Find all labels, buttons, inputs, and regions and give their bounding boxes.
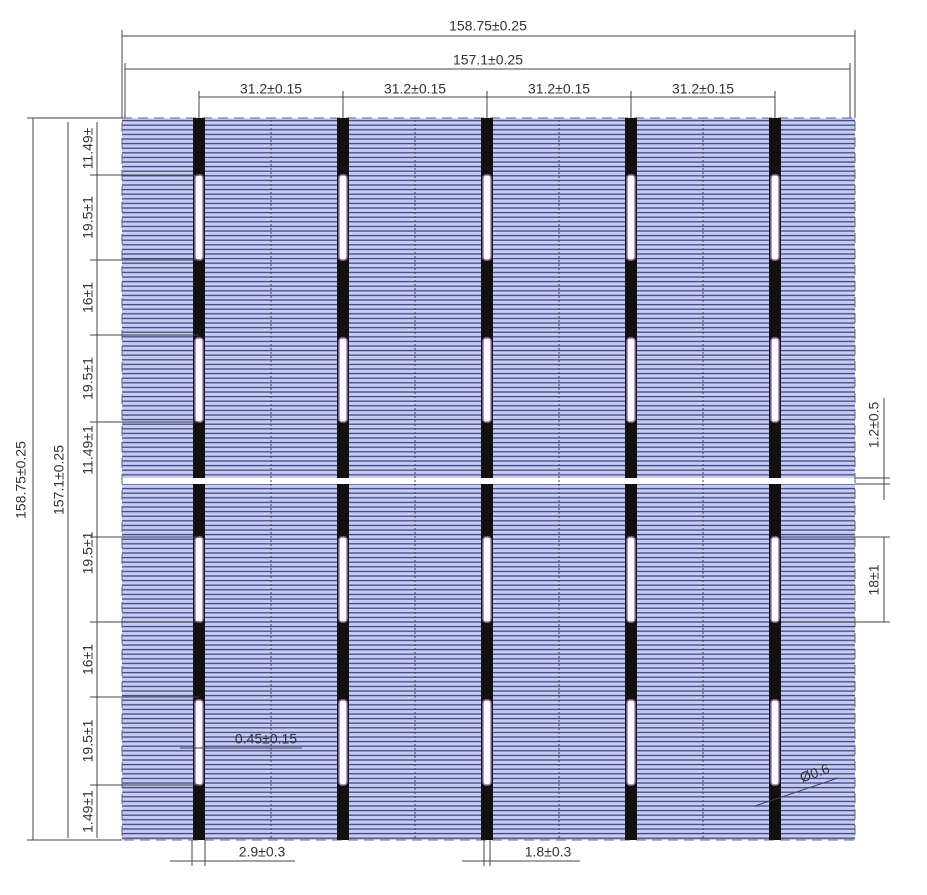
dim-label: 158.75±0.25 [449,18,527,34]
dim-label: 16±1 [80,282,96,313]
pad [770,536,780,623]
pad [338,699,348,786]
busbar [769,118,781,478]
dim-label: 16±1 [80,644,96,675]
pad [482,699,492,786]
pad [194,337,204,423]
pad [482,174,492,261]
dim-label: 31.2±0.15 [528,81,590,97]
cell-split [122,478,855,484]
busbar [625,118,637,478]
dim-label: 31.2±0.15 [240,81,302,97]
pad [482,536,492,623]
busbar [481,118,493,478]
dim-label: 11.49± [80,127,96,169]
pad [626,699,636,786]
dim-label: 1.49±1 [80,790,96,833]
dim-label: 18±1 [866,564,882,595]
pad [626,536,636,623]
pad [770,699,780,786]
dim-label: 19.5±1 [80,357,96,400]
dim-label: 31.2±0.15 [672,81,734,97]
pad [626,337,636,423]
dim-label: 11.49±1 [80,425,96,475]
dim-label: 1.2±0.5 [866,401,882,448]
pad [338,174,348,261]
dim-label: 19.5±1 [80,719,96,762]
cell-outline [121,117,856,841]
dim-label: 157.1±0.25 [453,52,523,68]
busbars [193,118,781,840]
dim-label: 1.8±0.3 [525,844,572,860]
note-label: 0.45±0.15 [235,731,297,747]
dim-label: 19.5±1 [80,531,96,574]
dim-label: 2.9±0.3 [239,844,286,860]
dim-label: 157.1±0.25 [51,445,67,515]
pad [194,536,204,623]
pad [626,174,636,261]
pad [482,337,492,423]
pad [770,174,780,261]
pad [194,174,204,261]
busbar [193,118,205,478]
leader-line [754,777,839,807]
dim-label: 158.75±0.25 [13,441,29,519]
busbar [337,118,349,478]
pad [194,699,204,786]
pad [338,337,348,423]
dim-label: 19.5±1 [80,196,96,239]
pad [770,337,780,423]
dim-label: 31.2±0.15 [384,81,446,97]
pad [338,536,348,623]
